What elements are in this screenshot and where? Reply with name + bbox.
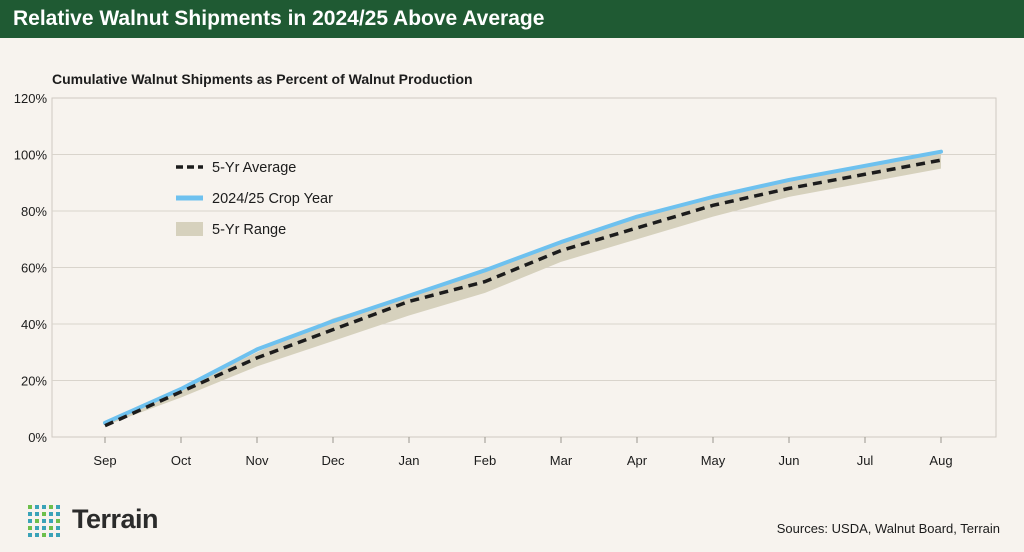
logo-dot [35, 526, 39, 530]
x-tick-label: Apr [627, 453, 648, 468]
sources-note: Sources: USDA, Walnut Board, Terrain [776, 521, 1000, 536]
y-tick-label: 80% [21, 204, 47, 219]
y-axis-ticks: 0% 20% 40% 60% 80% 100% 120% [14, 91, 48, 445]
logo-dot [42, 519, 46, 523]
logo-dot [28, 512, 32, 516]
y-tick-label: 100% [14, 148, 48, 163]
five-year-average-line [104, 158, 942, 428]
x-tick-label: Jun [779, 453, 800, 468]
logo-dot [42, 505, 46, 509]
logo-dot [49, 505, 53, 509]
x-tick-label: Jan [399, 453, 420, 468]
x-tick-label: Feb [474, 453, 496, 468]
legend-label: 2024/25 Crop Year [212, 191, 333, 207]
y-tick-label: 60% [21, 261, 47, 276]
banner-title: Relative Walnut Shipments in 2024/25 Abo… [0, 0, 1024, 38]
y-tick-label: 0% [28, 430, 47, 445]
logo-dot [49, 526, 53, 530]
x-axis-ticks: Sep Oct Nov Dec Jan Feb Mar Apr May Jun Jul Aug [93, 437, 953, 468]
logo-dot [56, 533, 60, 537]
logo-dot [56, 512, 60, 516]
x-tick-label: Nov [245, 453, 269, 468]
logo-dot [56, 519, 60, 523]
logo-dot [35, 505, 39, 509]
logo-dot [35, 512, 39, 516]
x-tick-label: Aug [929, 453, 952, 468]
terrain-logo-icon [28, 505, 60, 537]
y-tick-label: 20% [21, 374, 47, 389]
logo-dot [42, 512, 46, 516]
legend-swatch-range [176, 222, 203, 236]
logo-dot [28, 526, 32, 530]
logo-dot [49, 519, 53, 523]
y-tick-label: 40% [21, 317, 47, 332]
x-tick-label: May [701, 453, 726, 468]
legend-label: 5-Yr Average [212, 160, 296, 176]
legend-label: 5-Yr Range [212, 222, 286, 238]
x-tick-label: Jul [857, 453, 874, 468]
x-tick-label: Oct [171, 453, 192, 468]
x-tick-label: Sep [93, 453, 116, 468]
logo-dot [28, 533, 32, 537]
x-tick-label: Dec [321, 453, 345, 468]
logo-dot [28, 505, 32, 509]
crop-year-2024-25-line [103, 149, 943, 425]
line-chart: 0% 20% 40% 60% 80% 100% 120% Sep Oct Nov Dec Jan Fe… [14, 91, 997, 468]
logo-dot [56, 505, 60, 509]
logo-dot [42, 526, 46, 530]
y-tick-label: 120% [14, 91, 48, 106]
logo-dot [56, 526, 60, 530]
five-year-range-band [105, 151, 941, 426]
logo-dot [35, 519, 39, 523]
logo-dot [28, 519, 32, 523]
terrain-logo-text: Terrain [72, 504, 159, 534]
logo-dot [49, 533, 53, 537]
chart-title: Cumulative Walnut Shipments as Percent o… [52, 71, 473, 87]
logo-dot [49, 512, 53, 516]
legend: 5-Yr Average 2024/25 Crop Year 5-Yr Range [176, 160, 333, 238]
logo-dot [42, 533, 46, 537]
x-tick-label: Mar [550, 453, 573, 468]
logo-dot [35, 533, 39, 537]
